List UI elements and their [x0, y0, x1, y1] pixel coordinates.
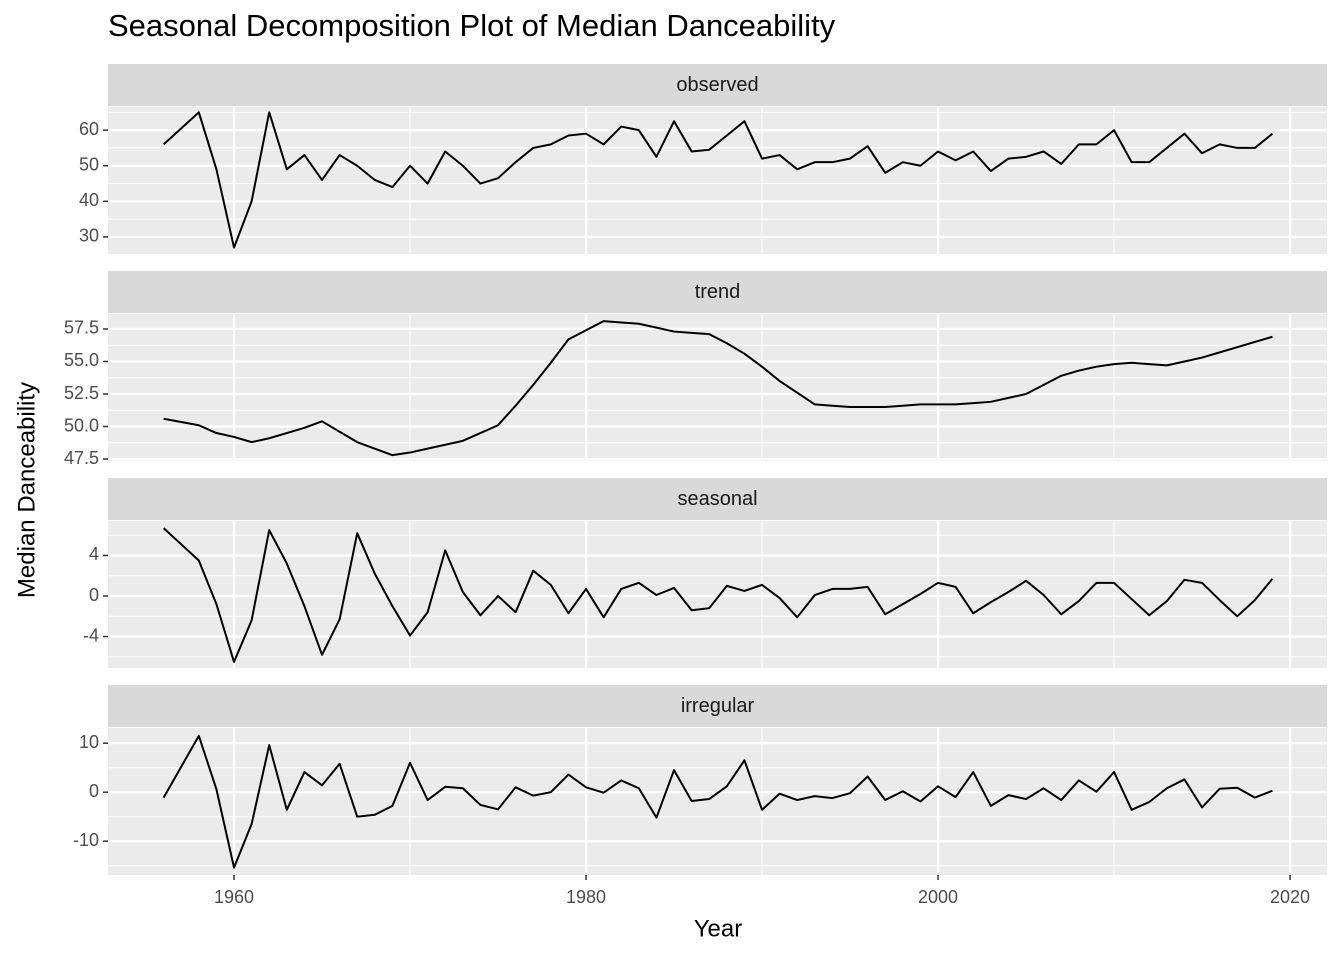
x-tick-label: 1980 [566, 887, 606, 907]
data-line [162, 111, 1274, 249]
y-tick-label: 55.0 [64, 350, 99, 370]
y-tick-label: 47.5 [64, 448, 99, 468]
facet-label: observed [676, 74, 758, 96]
chart-title: Seasonal Decomposition Plot of Median Da… [108, 8, 836, 43]
panel [108, 314, 1327, 461]
facet-strip [108, 64, 1327, 106]
y-tick-label: 52.5 [64, 383, 99, 403]
facet-label: trend [695, 281, 741, 303]
y-tick-label: 0 [89, 585, 99, 605]
panel [108, 728, 1327, 875]
data-line [163, 320, 1273, 457]
facet-label: irregular [681, 695, 755, 717]
x-tick-label: 2000 [918, 887, 958, 907]
facet-strip [108, 478, 1327, 520]
facet-strip [108, 271, 1327, 313]
facet-strip [108, 685, 1327, 727]
facet-label: seasonal [677, 488, 757, 510]
y-axis-label: Median Danceability [13, 382, 40, 598]
y-tick-label: -4 [83, 625, 99, 645]
y-tick-label: 40 [79, 190, 99, 210]
y-tick-label: 60 [79, 119, 99, 139]
y-tick-label: 50 [79, 154, 99, 174]
y-tick-label: 0 [89, 781, 99, 801]
x-tick-label: 1960 [214, 887, 254, 907]
y-tick-label: 10 [79, 732, 99, 752]
x-tick-label: 2020 [1270, 887, 1310, 907]
y-tick-label: 4 [89, 544, 99, 564]
data-line [162, 734, 1273, 869]
data-line [162, 527, 1274, 663]
y-tick-label: 30 [79, 226, 99, 246]
y-tick-label: 57.5 [64, 318, 99, 338]
y-tick-label: -10 [73, 830, 99, 850]
x-axis-label: Year [694, 915, 743, 942]
y-tick-label: 50.0 [64, 415, 99, 435]
panel [108, 521, 1327, 668]
panel [108, 107, 1327, 254]
